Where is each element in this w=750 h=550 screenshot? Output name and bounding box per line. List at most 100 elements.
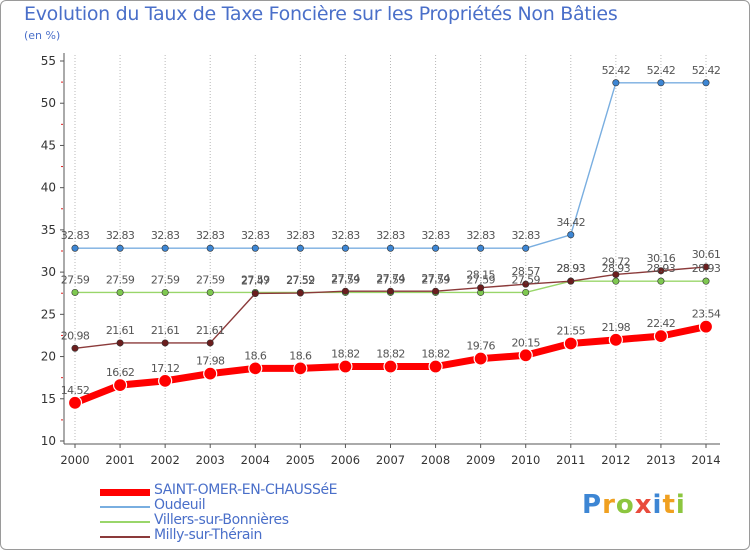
x-tick-label-2010: 2010 [511,453,540,467]
y-tick-label-35: 35 [41,223,56,237]
point-s3-2012 [612,277,620,285]
x-tick-label-2001: 2001 [105,453,134,467]
point-s1-2013 [653,329,669,344]
point-s4-2014 [702,263,710,271]
proxiti-logo: Proxiti [582,490,686,520]
series-2 [71,79,710,252]
data-label-s1-2003: 17.98 [196,355,225,368]
data-label-s2-2000: 32.83 [61,229,90,242]
data-label-s2-2005: 32.83 [286,229,315,242]
point-s1-2010 [518,348,533,363]
point-s4-2010 [522,280,530,288]
point-s4-2007 [386,287,394,295]
data-label-s4-2005: 27.52 [286,274,315,287]
data-label-s3-2012: 28.93 [602,262,631,275]
data-label-s4-2007: 27.74 [376,272,405,285]
point-s2-2007 [386,244,394,252]
legend-swatch-3 [100,521,150,523]
point-s4-2005 [296,289,304,297]
point-s4-2006 [341,287,349,295]
point-s2-2013 [657,79,665,87]
point-s4-2011 [567,277,575,285]
point-s4-2001 [116,339,124,347]
point-s1-2009 [473,351,488,366]
data-label-s4-2013: 30.16 [647,252,676,265]
data-label-s2-2003: 32.83 [196,229,225,242]
data-label-s3-2006: 27.59 [331,273,360,286]
x-tick-label-2003: 2003 [196,453,225,467]
data-label-s2-2007: 32.83 [376,229,405,242]
legend-swatch-2 [100,506,150,508]
point-s4-2009 [477,284,485,292]
point-s1-2007 [383,359,398,374]
data-label-s4-2002: 21.61 [151,324,180,337]
data-label-s3-2002: 27.59 [151,273,180,286]
data-label-s2-2011: 34.42 [557,216,586,229]
data-label-s3-2008: 27.59 [421,273,450,286]
point-s1-2011 [563,336,578,351]
x-tick-label-2008: 2008 [421,453,450,467]
data-label-s4-2006: 27.74 [331,272,360,285]
legend-label-4: Milly-sur-Thérain [154,527,262,543]
y-tick-label-40: 40 [41,181,56,195]
point-s2-2000 [71,244,79,252]
point-s2-2010 [522,244,530,252]
data-label-s1-2009: 19.76 [466,340,495,353]
data-label-s1-2006: 18.82 [331,348,360,361]
logo-letter: o [615,490,635,520]
chart-title: Evolution du Taux de Taxe Foncière sur l… [24,3,618,25]
data-label-s2-2012: 52.42 [602,64,631,77]
data-label-s1-2002: 17.12 [151,362,180,375]
y-tick-label-30: 30 [41,265,56,279]
data-label-s4-2014: 30.61 [692,248,721,261]
data-label-s3-2011: 28.93 [557,262,586,275]
y-axis-unit: (en %) [24,29,61,42]
point-s4-2012 [612,270,620,278]
data-label-s2-2009: 32.83 [466,229,495,242]
point-s1-2012 [608,332,623,347]
x-tick-label-2005: 2005 [286,453,315,467]
data-label-s3-2010: 27.59 [511,273,540,286]
data-label-s1-2000: 14.52 [61,384,90,397]
data-label-s2-2002: 32.83 [151,229,180,242]
point-s2-2005 [296,244,304,252]
point-s1-2006 [338,359,353,374]
y-tick-label-50: 50 [41,96,56,110]
point-s4-2008 [432,287,440,295]
data-label-s4-2003: 21.61 [196,324,225,337]
data-label-s1-2010: 20.15 [511,336,540,349]
logo-letter: i [675,490,686,520]
point-s2-2006 [341,244,349,252]
legend-swatch-4 [100,536,150,538]
point-s3-2014 [702,277,710,285]
data-label-s2-2010: 32.83 [511,229,540,242]
data-label-s3-2001: 27.59 [106,273,135,286]
y-tick-label-20: 20 [41,350,56,364]
y-tick-label-15: 15 [41,392,56,406]
point-s4-2002 [161,339,169,347]
point-s2-2014 [702,79,710,87]
legend-label-2: Oudeuil [154,497,206,513]
data-label-s1-2014: 23.54 [692,308,721,321]
x-tick-label-2000: 2000 [60,453,89,467]
data-label-s3-2013: 28.93 [647,262,676,275]
data-labels: 14.52 16.62 17.12 17.98 18.6 18.6 18.82 18.82 18… [61,64,722,397]
legend-label-3: Villers-sur-Bonnières [154,512,289,528]
point-s3-2003 [206,288,214,296]
point-s3-2002 [161,288,169,296]
data-label-s4-2000: 20.98 [61,329,90,342]
x-tick-label-2013: 2013 [646,453,675,467]
series [67,79,714,410]
data-label-s3-2005: 27.59 [286,273,315,286]
y-tick-label-25: 25 [41,307,56,321]
x-tick-label-2012: 2012 [601,453,630,467]
x-tick-label-2004: 2004 [241,453,270,467]
data-label-s4-2009: 28.15 [466,269,495,282]
data-label-s4-2011: 28.93 [557,262,586,275]
point-s2-2011 [567,231,575,239]
data-label-s3-2009: 27.59 [466,273,495,286]
point-s4-2003 [206,339,214,347]
point-s3-2010 [522,288,530,296]
point-s1-2002 [158,373,173,388]
